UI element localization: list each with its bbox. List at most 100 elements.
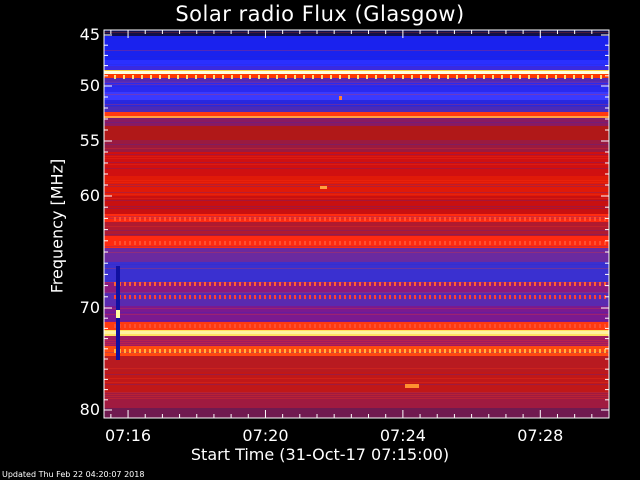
interference-mark bbox=[289, 217, 291, 221]
texture-row bbox=[104, 50, 609, 51]
interference-mark bbox=[492, 75, 494, 79]
interference-mark bbox=[354, 217, 356, 221]
interference-mark bbox=[314, 324, 316, 328]
interference-mark bbox=[124, 217, 126, 221]
interference-mark bbox=[559, 349, 561, 353]
interference-mark bbox=[204, 75, 206, 79]
texture-row bbox=[104, 158, 609, 159]
interference-mark bbox=[369, 295, 371, 299]
interference-mark bbox=[204, 217, 206, 221]
interference-mark bbox=[134, 324, 136, 328]
texture-row bbox=[104, 38, 609, 39]
interference-mark bbox=[244, 349, 246, 353]
band-0 bbox=[104, 30, 609, 36]
interference-mark bbox=[184, 241, 186, 245]
interference-mark bbox=[439, 324, 441, 328]
interference-mark bbox=[564, 282, 566, 286]
interference-mark bbox=[564, 217, 566, 221]
interference-mark bbox=[234, 241, 236, 245]
interference-mark bbox=[129, 282, 131, 286]
texture-row bbox=[104, 184, 609, 185]
interference-mark bbox=[509, 324, 511, 328]
interference-mark bbox=[456, 75, 458, 79]
interference-mark bbox=[184, 282, 186, 286]
interference-mark bbox=[309, 349, 311, 353]
interference-mark bbox=[420, 75, 422, 79]
interference-mark bbox=[189, 349, 191, 353]
texture-row bbox=[104, 352, 609, 353]
interference-mark bbox=[449, 349, 451, 353]
interference-mark bbox=[219, 349, 221, 353]
interference-mark bbox=[389, 295, 391, 299]
interference-mark bbox=[209, 349, 211, 353]
interference-mark bbox=[304, 241, 306, 245]
interference-mark bbox=[584, 324, 586, 328]
interference-mark bbox=[184, 324, 186, 328]
y-tick-label: 80 bbox=[79, 400, 100, 419]
texture-row bbox=[104, 374, 609, 375]
interference-mark bbox=[459, 295, 461, 299]
interference-mark bbox=[189, 295, 191, 299]
interference-mark bbox=[429, 217, 431, 221]
texture-row bbox=[104, 114, 609, 115]
interference-mark bbox=[349, 324, 351, 328]
interference-mark bbox=[429, 324, 431, 328]
interference-mark bbox=[369, 217, 371, 221]
interference-mark bbox=[254, 282, 256, 286]
interference-mark bbox=[509, 295, 511, 299]
interference-mark bbox=[434, 295, 436, 299]
interference-mark bbox=[124, 295, 126, 299]
texture-row bbox=[104, 112, 609, 113]
interference-mark bbox=[489, 217, 491, 221]
interference-mark bbox=[439, 349, 441, 353]
interference-mark bbox=[483, 75, 485, 79]
spectrogram-plot-area bbox=[104, 30, 609, 418]
interference-mark bbox=[524, 349, 526, 353]
interference-mark bbox=[584, 349, 586, 353]
interference-mark bbox=[359, 241, 361, 245]
texture-row bbox=[104, 118, 609, 119]
interference-mark bbox=[224, 295, 226, 299]
interference-mark bbox=[369, 282, 371, 286]
interference-mark bbox=[449, 241, 451, 245]
interference-mark bbox=[599, 241, 601, 245]
interference-mark bbox=[419, 295, 421, 299]
interference-mark bbox=[209, 241, 211, 245]
interference-mark bbox=[264, 217, 266, 221]
band-33 bbox=[104, 408, 609, 418]
interference-mark bbox=[339, 75, 341, 79]
interference-mark bbox=[479, 282, 481, 286]
interference-mark bbox=[129, 295, 131, 299]
texture-row bbox=[104, 234, 609, 235]
interference-mark bbox=[509, 217, 511, 221]
interference-mark bbox=[569, 349, 571, 353]
interference-mark bbox=[229, 282, 231, 286]
interference-mark bbox=[199, 241, 201, 245]
interference-mark bbox=[144, 349, 146, 353]
texture-row bbox=[104, 350, 609, 351]
updated-timestamp: Updated Thu Feb 22 04:20:07 2018 bbox=[2, 470, 145, 479]
interference-mark bbox=[339, 217, 341, 221]
interference-mark bbox=[574, 295, 576, 299]
interference-mark bbox=[384, 241, 386, 245]
interference-mark bbox=[364, 349, 366, 353]
interference-mark bbox=[179, 241, 181, 245]
interference-mark bbox=[359, 282, 361, 286]
interference-mark bbox=[258, 75, 260, 79]
chart-title: Solar radio Flux (Glasgow) bbox=[175, 2, 465, 26]
interference-mark bbox=[589, 241, 591, 245]
interference-mark bbox=[594, 282, 596, 286]
interference-mark bbox=[339, 282, 341, 286]
interference-mark bbox=[409, 217, 411, 221]
interference-mark bbox=[219, 217, 221, 221]
interference-mark bbox=[579, 282, 581, 286]
interference-mark bbox=[369, 349, 371, 353]
interference-mark bbox=[434, 349, 436, 353]
interference-mark bbox=[294, 241, 296, 245]
interference-mark bbox=[519, 241, 521, 245]
interference-mark bbox=[549, 282, 551, 286]
interference-mark bbox=[189, 282, 191, 286]
interference-mark bbox=[114, 217, 116, 221]
interference-mark bbox=[464, 324, 466, 328]
interference-mark bbox=[129, 217, 131, 221]
